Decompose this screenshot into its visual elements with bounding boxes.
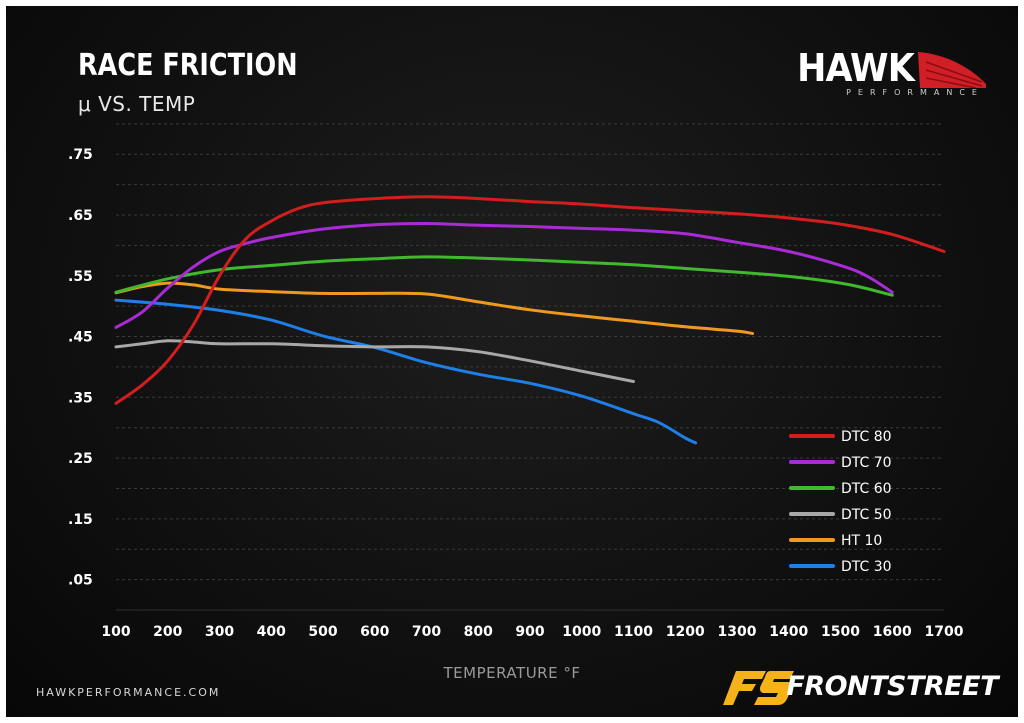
- x-tick-label: 800: [464, 624, 493, 640]
- x-tick-label: 1200: [666, 624, 705, 640]
- legend-label-dtc-80: DTC 80: [841, 429, 892, 445]
- y-tick-label: .35: [68, 390, 93, 406]
- series-line-dtc-30: [114, 298, 698, 445]
- frontstreet-logo: FRONTSTREET: [718, 667, 998, 707]
- x-tick-labels: 100 200 300 400 500 600 700 800 900 1000 1100 1200 1…: [101, 624, 963, 640]
- y-tick-label: .15: [68, 512, 93, 528]
- brand-tagline: PERFORMANCE: [846, 88, 984, 97]
- x-tick-label: 200: [153, 624, 182, 640]
- series-line-dtc-60: [114, 255, 894, 297]
- y-tick-label: .05: [68, 573, 93, 589]
- x-axis-title: TEMPERATURE °F: [443, 664, 581, 682]
- x-tick-label: 1100: [614, 624, 653, 640]
- partner-name: FRONTSTREET: [786, 671, 998, 702]
- hawk-logo: HAWK PERFORMANCE: [758, 46, 988, 106]
- x-tick-label: 1000: [562, 624, 601, 640]
- frontstreet-fs-icon: [723, 671, 794, 705]
- x-tick-label: 300: [205, 624, 234, 640]
- brand-name: HAWK: [797, 46, 915, 90]
- series-line-ht-10: [114, 281, 754, 335]
- y-tick-label: .45: [68, 330, 93, 346]
- legend-label-dtc-70: DTC 70: [841, 455, 892, 471]
- x-tick-label: 1300: [718, 624, 757, 640]
- series-lines: [114, 195, 946, 445]
- x-tick-label: 900: [515, 624, 544, 640]
- y-tick-label: .75: [68, 147, 93, 163]
- y-tick-label: .55: [68, 269, 93, 285]
- y-tick-label: .25: [68, 451, 93, 467]
- chart-plot: .05 .15 .25 .35 .45 .55 .65 .75 100 200 300 400 500…: [68, 123, 964, 640]
- x-tick-label: 1600: [873, 624, 912, 640]
- chart-card: .05 .15 .25 .35 .45 .55 .65 .75 100 200 300 400 500…: [6, 6, 1018, 717]
- legend: DTC 80 DTC 70 DTC 60 DTC 50 HT 10 DTC 30: [789, 429, 892, 575]
- website-url: HAWKPERFORMANCE.COM: [36, 686, 221, 699]
- legend-label-dtc-30: DTC 30: [841, 559, 892, 575]
- series-line-dtc-80: [114, 195, 946, 405]
- hawk-wing-icon: [918, 52, 986, 88]
- x-tick-label: 700: [412, 624, 441, 640]
- y-tick-labels: .05 .15 .25 .35 .45 .55 .65 .75: [68, 147, 93, 588]
- x-tick-label: 400: [257, 624, 286, 640]
- x-tick-label: 100: [101, 624, 130, 640]
- grid-lines: [116, 123, 944, 581]
- legend-label-ht-10: HT 10: [841, 533, 882, 549]
- chart-title: RACE FRICTION: [78, 48, 298, 83]
- y-tick-label: .65: [68, 208, 93, 224]
- chart-subtitle: μ VS. TEMP: [78, 92, 196, 116]
- x-tick-label: 500: [308, 624, 337, 640]
- x-tick-label: 1700: [925, 624, 964, 640]
- x-tick-label: 1400: [769, 624, 808, 640]
- legend-label-dtc-60: DTC 60: [841, 481, 892, 497]
- legend-label-dtc-50: DTC 50: [841, 507, 892, 523]
- series-line-dtc-70: [114, 221, 894, 329]
- x-tick-label: 600: [360, 624, 389, 640]
- series-line-dtc-50: [114, 339, 635, 383]
- x-tick-label: 1500: [821, 624, 860, 640]
